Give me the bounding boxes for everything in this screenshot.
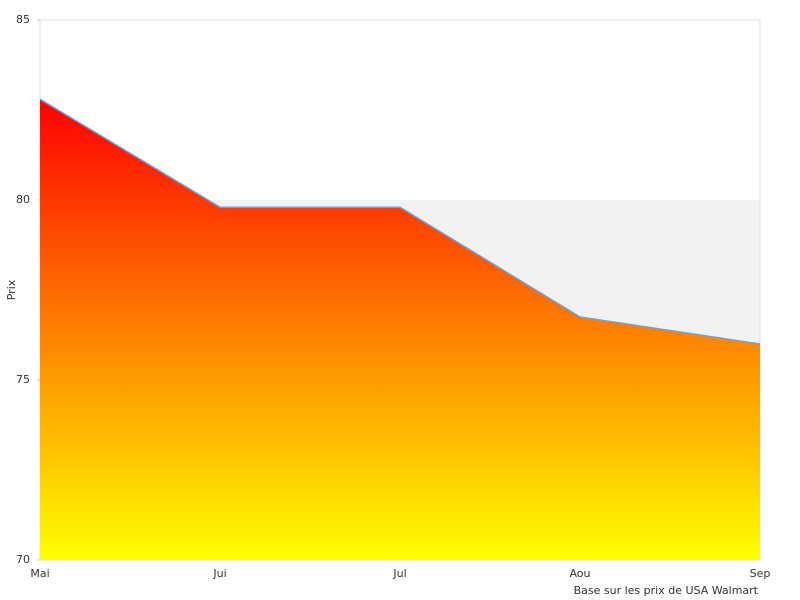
footnote: Base sur les prix de USA Walmart (574, 584, 759, 597)
x-tick-label: Jul (392, 567, 406, 580)
y-tick-label: 85 (16, 13, 30, 26)
x-tick-label: Jui (212, 567, 226, 580)
y-axis-label: Prix (5, 279, 18, 300)
area (40, 99, 760, 560)
x-tick-label: Mai (30, 567, 49, 580)
y-tick-label: 70 (16, 553, 30, 566)
x-tick-label: Aou (569, 567, 590, 580)
y-tick-label: 80 (16, 193, 30, 206)
y-tick-label: 75 (16, 373, 30, 386)
line (39, 98, 761, 345)
x-tick-label: Sep (750, 567, 771, 580)
